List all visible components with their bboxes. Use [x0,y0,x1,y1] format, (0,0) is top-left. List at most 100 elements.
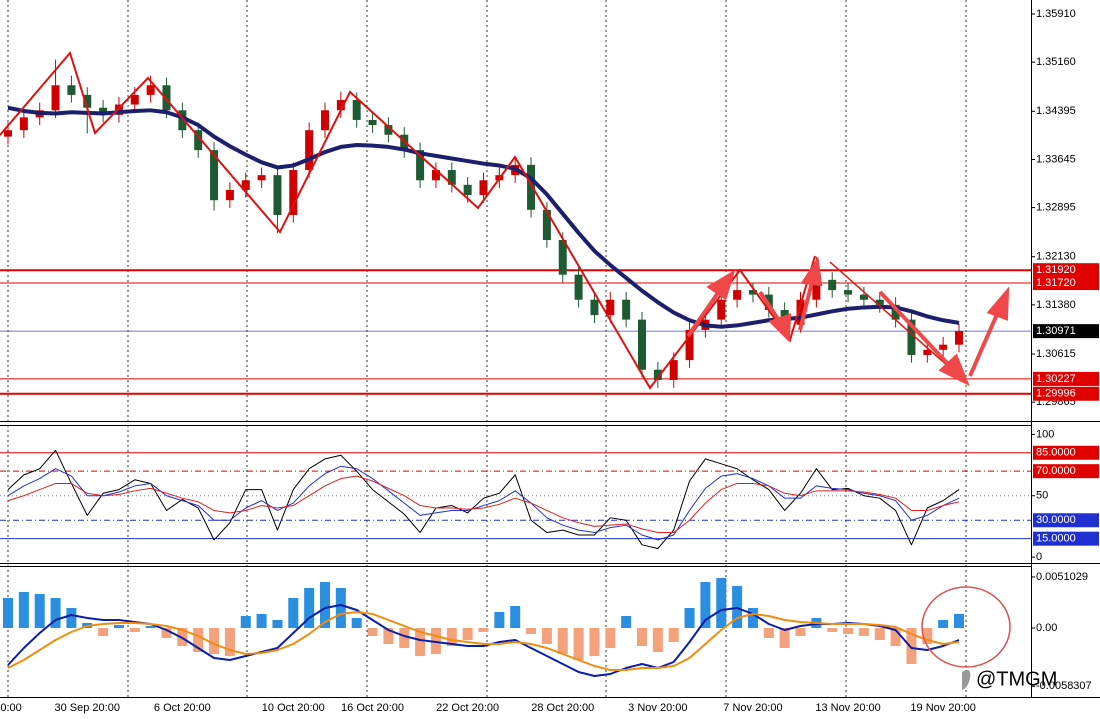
arrow [878,290,952,368]
candle-body [51,85,60,111]
x-tick-label: 3 Nov 20:00 [628,702,687,714]
level-label: 1.30227 [1036,373,1076,385]
candle-body [669,360,678,380]
candle-body [178,110,187,131]
y-tick-label: 1.33645 [1036,153,1076,165]
level-label: 30.0000 [1036,514,1076,526]
candle-body [558,240,567,275]
candle-body [19,117,28,131]
x-tick-label: 20:00 [0,702,22,714]
candle-body [4,130,12,137]
candle-body [431,170,440,181]
candle-body [67,85,76,95]
histogram-bar [113,625,124,628]
indicator-line [7,449,960,549]
vertical-grid [7,0,967,697]
candle-body [289,170,298,215]
candle-body [812,279,821,300]
y-tick-label: 50 [1036,490,1048,502]
x-tick-label: 16 Oct 20:00 [341,702,404,714]
y-tick-label: 1.32130 [1036,251,1076,263]
level-label-box [1033,276,1099,291]
candle-body [479,180,488,196]
candle-body [875,299,884,305]
indicator-line [7,105,960,329]
candle-body [257,175,266,181]
histogram-bar [446,628,457,646]
histogram-bar [34,594,45,628]
indicator-line [7,604,960,677]
candle-body [923,349,932,355]
histogram-bar [335,588,346,628]
candle-body [638,319,646,370]
candle-body [844,290,853,295]
histogram-bar [858,628,869,636]
candle-body [305,130,314,171]
histogram-bar [145,626,156,628]
indicator-line [7,465,960,541]
arrow [798,281,814,331]
y-tick-label: 1.31380 [1036,299,1076,311]
arrow [758,290,782,324]
highlight-circle [921,586,1011,668]
y-tick-label: 1.30615 [1036,348,1076,360]
histogram-bar [573,628,584,660]
histogram-bar [193,628,204,652]
candle-body [717,299,726,320]
candle-body [733,290,742,300]
candle-body [368,119,377,126]
histogram-bar [843,628,854,634]
candle-body [590,299,599,316]
candle-body [273,175,282,215]
y-tick-label: 0.00 [1036,622,1057,634]
histogram-bar [351,618,362,628]
candle-body [955,331,963,345]
histogram-bar [415,628,426,656]
histogram-bar [779,628,790,648]
histogram-bar [684,608,695,628]
level-label-box [1033,445,1099,460]
level-label-box [1033,324,1099,339]
histogram-bar [557,628,568,654]
histogram-bar [827,628,838,632]
level-label: 1.31720 [1036,277,1076,289]
candle-body [828,279,837,291]
candle-body [796,299,805,325]
histogram-bar [637,628,647,646]
candle-body [907,319,916,355]
histogram-bar [50,598,61,628]
histogram-bar [747,608,758,628]
candle-body [859,294,868,300]
candle-body [622,299,631,320]
histogram-bar [541,628,552,644]
level-label: 1.29996 [1036,388,1076,400]
x-tick-label: 6 Oct 20:00 [154,702,211,714]
y-tick-label: 1.34395 [1036,105,1076,117]
candle-body [114,104,123,115]
zigzag [0,50,816,390]
candle-body [162,85,171,111]
candle-body [225,189,234,201]
histogram-bar [922,628,933,644]
indicator-line [7,475,960,534]
histogram-bar [304,588,315,628]
histogram-bar [399,628,410,648]
watermark-text: @TMGM [976,668,1057,690]
y-tick-label: 1.32895 [1036,201,1076,213]
level-label: 1.30971 [1036,325,1076,337]
annotations [0,50,967,390]
candle-body [241,180,250,190]
histogram-bar [129,628,140,632]
x-tick-label: 19 Nov 20:00 [910,702,975,714]
level-label: 70.0000 [1036,465,1076,477]
candle-body [574,274,583,300]
candle-body [447,170,456,185]
histogram-bar [478,628,489,632]
histogram-bar [906,628,917,664]
histogram-bar [668,628,679,642]
plot-layer: 1.35910 1.35160 1.34395 1.33645 1.32895 1.321… [0,8,1099,692]
x-tick-label: 7 Nov 20:00 [723,702,782,714]
histogram-bar [700,582,711,628]
candle-body [542,209,551,241]
